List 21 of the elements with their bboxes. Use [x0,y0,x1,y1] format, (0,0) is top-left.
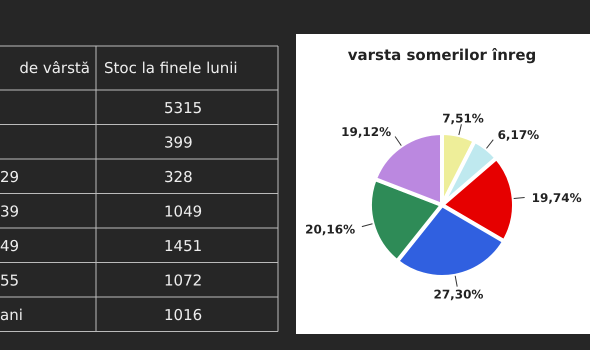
data-label: 6,17% [498,128,540,142]
data-label: 1016 [164,306,202,324]
category-label: 49 [0,237,20,255]
text: de vârstă [19,59,90,77]
category-label: 29 [0,168,20,186]
category-label: 55 [0,272,20,290]
data-label: 1072 [164,272,202,290]
text: Stoc la finele lunii [104,59,238,77]
data-label: 7,51% [442,111,484,126]
data-label: 5315 [164,99,202,117]
data-label: 20,16% [305,222,356,236]
data-label: 1049 [164,202,202,220]
category-label: ani [0,306,23,324]
category-label: 39 [0,202,20,220]
data-label: 19,74% [532,190,582,205]
data-label: 328 [164,168,193,186]
data-label: 399 [164,134,193,152]
data-label: 19,12% [341,124,392,139]
chart-title: varsta somerilor înreg [348,46,536,64]
data-label: 27,30% [433,287,484,302]
data-label: 1451 [164,237,202,255]
